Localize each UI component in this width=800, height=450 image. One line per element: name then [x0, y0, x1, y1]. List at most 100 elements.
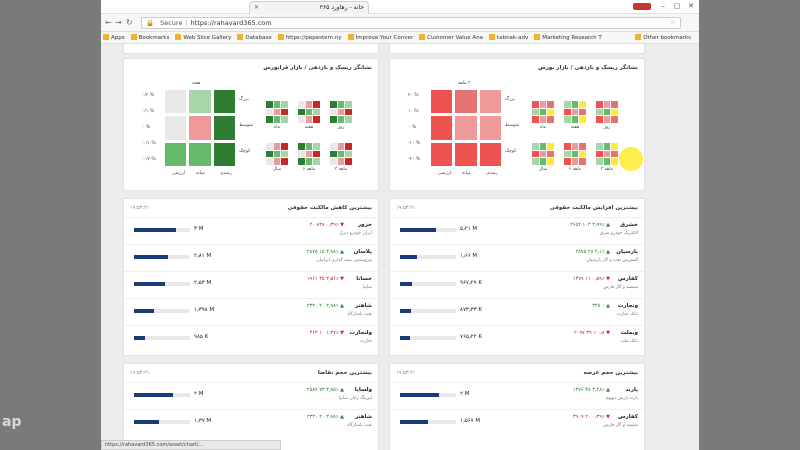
bookmark-item[interactable]: Marketing Research T: [534, 34, 602, 41]
price-change: ▲ ۰ ۳۳۸: [592, 303, 610, 309]
heatmap-cell[interactable]: [212, 115, 236, 141]
mini-label: سال: [538, 167, 548, 172]
mini-cell: [611, 116, 618, 123]
list-item[interactable]: پارسیان گسترش نفت و گاز پارسیان ▲ ۲٫۱٪ ۲۷ …: [390, 244, 644, 268]
mini-heatmap[interactable]: [564, 101, 586, 123]
list-item[interactable]: شاهنر نفت پاسارگاد ▲ ۳٫۹۸٪ ۲۰ ۲۳۳۰ ۱٫۳۷ M: [124, 409, 378, 433]
list-item[interactable]: ولتجارت تجارت ▼ ۱٫۳۷٪ ۱۰ ۳۶۳ ۹۸۵ K: [124, 325, 378, 349]
bookmark-item[interactable]: tabnak-adv: [489, 34, 528, 41]
bookmark-item[interactable]: Customer Value Ana: [419, 34, 483, 41]
symbol-name[interactable]: خشرق: [620, 222, 638, 228]
symbol-name[interactable]: کفارس: [618, 276, 638, 282]
symbol-name[interactable]: پارند: [625, 387, 638, 393]
mini-cell: [345, 143, 352, 150]
panel-time: ۱۹:۵۳:۲۱: [130, 205, 150, 211]
symbol-name[interactable]: خزور: [358, 222, 372, 228]
heatmap-cell[interactable]: [478, 115, 502, 141]
mini-cell: [571, 143, 579, 150]
list-item[interactable]: وبملت بانک ملت ▼ ۰٫۸ ٪ ۳۹ ۲۰۹۷ ۷۶۵٫۲۲ K: [390, 325, 644, 349]
list-item[interactable]: پارند پارند پارس دیهوم ▲ ۳٫۴۸٪ ۳۸ ۱۳۷۶ ۲ M: [390, 382, 644, 406]
symbol-name[interactable]: کفارس: [618, 414, 638, 420]
symbol-name[interactable]: وتجارت: [617, 303, 638, 309]
list-item[interactable]: شاهنر نفت پاسارگاد ▲ ۳٫۹۸٪ ۲۰ ۲۳۳۰ ۱٫۳۹۸ M: [124, 298, 378, 322]
other-bookmarks[interactable]: Other bookmarks: [635, 34, 691, 41]
list-item[interactable]: ولساپا لیزینگ رایان سایپا ▲ ۳٫۹۵٪ ۷۳ ۲۵۸۹ ۲…: [124, 382, 378, 406]
heatmap-cell[interactable]: [454, 115, 478, 141]
mini-heatmap[interactable]: [266, 143, 288, 165]
symbol-name[interactable]: شاهنر: [355, 303, 372, 309]
heatmap-cell[interactable]: [430, 115, 454, 141]
minimize-button[interactable]: –: [661, 2, 665, 10]
mini-heatmap[interactable]: [298, 143, 320, 165]
close-button[interactable]: ✕: [688, 2, 694, 10]
symbol-description: بانک تجارت: [616, 312, 638, 317]
heatmap-cell[interactable]: [430, 89, 454, 115]
maximize-button[interactable]: ▢: [673, 2, 681, 10]
list-item[interactable]: خزور ایران خودرو دیزل ▼ ۰٫۳۹٪ ۸۳۸ ۲۰ ۳ M: [124, 217, 378, 241]
bookmark-item[interactable]: Web Slice Gallery: [175, 34, 231, 41]
heatmap-cell[interactable]: [454, 141, 478, 167]
symbol-name[interactable]: ولساپا: [354, 387, 372, 393]
bookmark-item[interactable]: Bookmarks: [130, 34, 169, 41]
list-item[interactable]: کفارس شیشه و گاز فارس ▼ ۰٫۵۹٪ ۱۱ ۱۳۷۹ ۹۶۷٫۲…: [390, 271, 644, 295]
row-label: کوچک: [505, 149, 517, 154]
list-item[interactable]: خسانا سایپا ▼ ۳٫۵۶٪ ۳۵ ۱۹۶۱ ۲٫۵۳ M: [124, 271, 378, 295]
mini-heatmap[interactable]: [596, 101, 618, 123]
symbol-name[interactable]: شاهنر: [355, 414, 372, 420]
symbol-name[interactable]: ولتجارت: [349, 330, 372, 336]
heatmap-cell[interactable]: [164, 115, 188, 141]
mini-cell: [547, 158, 554, 165]
pointer-highlight: [619, 147, 643, 171]
mini-heatmap[interactable]: [330, 143, 352, 165]
mini-heatmap[interactable]: [596, 143, 618, 165]
mini-heatmap[interactable]: [532, 143, 554, 165]
heatmap-cell[interactable]: [188, 115, 212, 141]
heatmap-cell[interactable]: [188, 89, 212, 115]
mini-heatmap[interactable]: [532, 101, 554, 123]
reload-icon[interactable]: ↻: [126, 18, 133, 27]
symbol-name[interactable]: پلاسان: [353, 249, 372, 255]
bookmark-item[interactable]: Apps: [103, 34, 125, 41]
list-item[interactable]: پلاسان پتروشیمی بیمه گذاری ایرانیان ▲ ۳٫۹۸…: [124, 244, 378, 268]
symbol-name[interactable]: وبملت: [620, 330, 638, 336]
ownership-value: ۱٫۶۶ M: [460, 253, 478, 259]
mini-cell: [273, 158, 281, 165]
heatmap-cell[interactable]: [478, 141, 502, 167]
bookmark-item[interactable]: Improve Your Conver: [347, 34, 413, 41]
heatmap-cell[interactable]: [454, 89, 478, 115]
heatmap-cell[interactable]: [188, 141, 212, 167]
mini-heatmap[interactable]: [298, 101, 320, 123]
heatmap-cell[interactable]: [430, 141, 454, 167]
heatmap-cell[interactable]: [212, 141, 236, 167]
mini-heatmap[interactable]: [564, 143, 586, 165]
value-bar: [134, 282, 190, 286]
symbol-name[interactable]: خسانا: [356, 276, 372, 282]
heatmap-cell[interactable]: [164, 141, 188, 167]
mini-cell: [596, 158, 603, 165]
heatmap-cell[interactable]: [478, 89, 502, 115]
list-item[interactable]: وتجارت بانک تجارت ▲ ۰ ۳۳۸ ۸۷۳٫۳۳ K: [390, 298, 644, 322]
symbol-name[interactable]: پارسیان: [616, 249, 638, 255]
browser-tab[interactable]: خانه - رهاورد ۳۶۵ ✕: [249, 1, 369, 14]
mini-heatmap[interactable]: [330, 101, 352, 123]
profile-badge[interactable]: [633, 3, 651, 10]
heatmap-cell[interactable]: [164, 89, 188, 115]
value-bar-fill: [134, 420, 160, 424]
url-input[interactable]: 🔒 Secure | https://rahavard365.com ☆: [141, 17, 681, 29]
price-change: ▼ ۰٫۵۹٪ ۱۱ ۱۳۷۹: [572, 276, 610, 282]
back-icon[interactable]: ←: [105, 18, 112, 27]
bookmark-item[interactable]: https://pepestern.ny: [277, 34, 342, 41]
value-bar: [400, 393, 456, 397]
mini-cell: [547, 101, 554, 108]
star-icon[interactable]: ☆: [670, 18, 676, 26]
value-bar: [134, 336, 190, 340]
security-label: Secure: [160, 19, 183, 27]
mini-cell: [330, 116, 337, 123]
list-item[interactable]: کفارس شیشه و گاز فارس ▼ ۰٫۳۹٪ ۲۰ ۳۹۰۹ ۱٫۵۶۷…: [390, 409, 644, 433]
bookmark-item[interactable]: Database: [237, 34, 272, 41]
heatmap-cell[interactable]: [212, 89, 236, 115]
tab-close-icon[interactable]: ✕: [254, 4, 260, 11]
forward-icon[interactable]: →: [115, 18, 122, 27]
list-item[interactable]: خشرق الکتریک خودرو شرق ▲ ۳٫۹۹٪ ۱۰۳ ۲۶۵۲ ۵٫۲…: [390, 217, 644, 241]
mini-heatmap[interactable]: [266, 101, 288, 123]
